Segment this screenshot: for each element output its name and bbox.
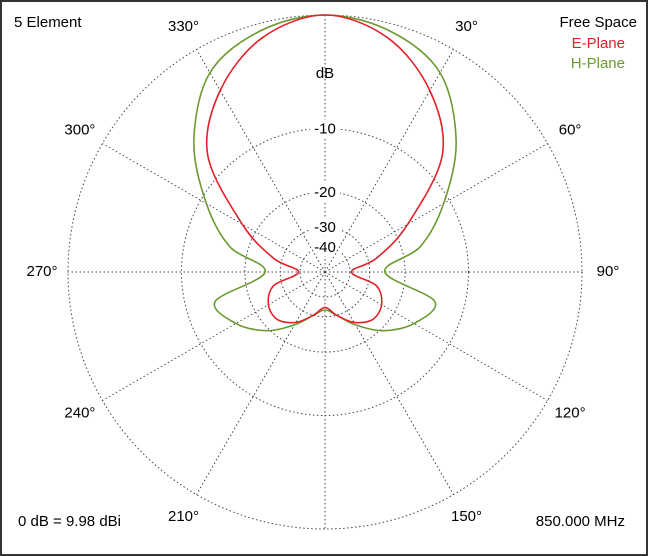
spoke <box>102 143 326 273</box>
plot <box>193 14 457 332</box>
y-tick-label: -20 <box>314 184 336 201</box>
spoke <box>324 143 548 273</box>
x-tick-label: 30° <box>455 18 478 35</box>
tick-label-bg <box>310 119 340 138</box>
spoke <box>196 49 326 273</box>
spoke <box>102 271 326 401</box>
legend-entry: H-Plane <box>571 55 625 72</box>
legend-entry: E-Plane <box>572 35 625 52</box>
x-tick-label: 90° <box>597 263 620 280</box>
spoke <box>324 49 454 273</box>
x-tick-label: 330° <box>168 18 199 35</box>
spoke <box>324 271 454 495</box>
x-tick-label: 210° <box>168 508 199 525</box>
chart-title: 5 Element <box>14 14 82 31</box>
grid: -10 -20 -30 -40 <box>67 14 583 530</box>
x-tick-label: 120° <box>555 404 586 421</box>
tick-label-bg <box>310 238 340 257</box>
radial-label: dB <box>316 65 334 82</box>
x-tick-label: 240° <box>64 404 95 421</box>
tick-label-bg <box>310 218 340 237</box>
y-tick-label: -10 <box>314 120 336 137</box>
annotation: 850.000 MHz <box>536 513 625 530</box>
x-tick-label: 60° <box>559 121 582 138</box>
x-tick-label: 270° <box>26 263 57 280</box>
y-tick-label: -30 <box>314 219 336 236</box>
annotation: 0 dB = 9.98 dBi <box>18 513 121 530</box>
x-tick-label: 150° <box>451 508 482 525</box>
tick-label-bg <box>310 182 340 201</box>
pattern-line <box>193 14 457 332</box>
pattern-line <box>205 14 445 324</box>
spoke <box>196 271 326 495</box>
x-tick-label: 300° <box>64 121 95 138</box>
y-tick-label: -40 <box>314 239 336 256</box>
spoke <box>324 271 548 401</box>
subtitle: Free Space <box>559 14 637 31</box>
